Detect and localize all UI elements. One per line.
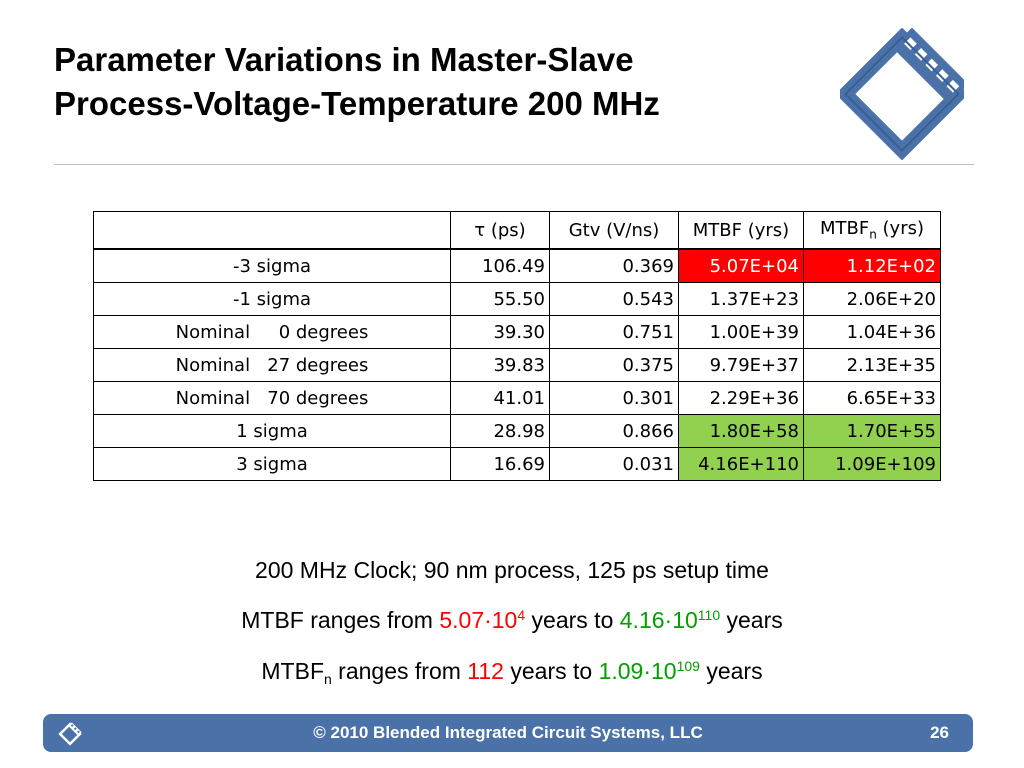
table-header-row: τ (ps) Gtv (V/ns) MTBF (yrs) MTBFn (yrs): [93, 211, 941, 250]
tau-cell: 28.98: [450, 414, 550, 448]
gtv-cell: 0.375: [549, 348, 679, 382]
mtbf-cell: 4.16E+110: [678, 447, 804, 481]
tau-cell: 55.50: [450, 282, 550, 316]
note-clock-process: 200 MHz Clock; 90 nm process, 125 ps set…: [255, 557, 769, 583]
mtbf-cell: 1.37E+23: [678, 282, 804, 316]
header-tau: τ (ps): [450, 211, 550, 250]
header-mtbfn: MTBFn (yrs): [803, 211, 941, 250]
title-divider: [54, 164, 974, 165]
film-diamond-small-icon: [58, 722, 82, 746]
mtbfn-cell: 1.04E+36: [803, 315, 941, 349]
table-row: Nominal 27 degrees 39.83 0.375 9.79E+37 …: [93, 348, 941, 382]
note-mtbf-range: MTBF ranges from 5.07·104 years to 4.16·…: [241, 607, 783, 633]
page-number: 26: [930, 723, 949, 742]
note-mtbfn-range: MTBFn ranges from 112 years to 1.09·1010…: [261, 658, 763, 687]
row-label: Nominal 27 degrees: [93, 348, 451, 382]
mtbfn-cell: 6.65E+33: [803, 381, 941, 415]
tau-cell: 39.83: [450, 348, 550, 382]
mtbfn-cell: 1.70E+55: [803, 414, 941, 448]
footer-bar: © 2010 Blended Integrated Circuit System…: [43, 714, 973, 752]
gtv-cell: 0.369: [549, 248, 679, 283]
mtbf-cell: 2.29E+36: [678, 381, 804, 415]
table-row: 3 sigma 16.69 0.031 4.16E+110 1.09E+109: [93, 447, 941, 481]
gtv-cell: 0.301: [549, 381, 679, 415]
mtbfn-cell: 1.12E+02: [803, 248, 941, 283]
gtv-cell: 0.031: [549, 447, 679, 481]
tau-cell: 16.69: [450, 447, 550, 481]
gtv-cell: 0.866: [549, 414, 679, 448]
row-label: Nominal 70 degrees: [93, 381, 451, 415]
slide-title-line-1: Parameter Variations in Master-Slave: [54, 41, 634, 78]
mtbf-min-value: 5.07·104: [439, 607, 526, 633]
table-row: -3 sigma 106.49 0.369 5.07E+04 1.12E+02: [93, 248, 941, 283]
mtbfn-cell: 2.06E+20: [803, 282, 941, 316]
slide-title-line-2: Process-Voltage-Temperature 200 MHz: [54, 85, 660, 122]
mtbf-cell: 1.80E+58: [678, 414, 804, 448]
tau-cell: 39.30: [450, 315, 550, 349]
table-row: 1 sigma 28.98 0.866 1.80E+58 1.70E+55: [93, 414, 941, 448]
row-label: -1 sigma: [93, 282, 451, 316]
mtbfn-min-value: 112: [467, 658, 504, 684]
gtv-cell: 0.751: [549, 315, 679, 349]
gtv-cell: 0.543: [549, 282, 679, 316]
mtbf-max-value: 4.16·10110: [619, 607, 721, 633]
tau-cell: 41.01: [450, 381, 550, 415]
mtbf-cell: 9.79E+37: [678, 348, 804, 382]
slide-title: Parameter Variations in Master-Slave Pro…: [54, 38, 660, 126]
header-mtbf: MTBF (yrs): [678, 211, 804, 250]
mtbf-cell: 1.00E+39: [678, 315, 804, 349]
film-diamond-logo-icon: [840, 28, 964, 160]
footer-copyright: © 2010 Blended Integrated Circuit System…: [313, 723, 703, 742]
row-label: 1 sigma: [93, 414, 451, 448]
table-body: -3 sigma 106.49 0.369 5.07E+04 1.12E+02 …: [93, 248, 941, 481]
mtbf-cell: 5.07E+04: [678, 248, 804, 283]
header-gtv: Gtv (V/ns): [549, 211, 679, 250]
mtbfn-cell: 2.13E+35: [803, 348, 941, 382]
mtbfn-cell: 1.09E+109: [803, 447, 941, 481]
table-row: Nominal 70 degrees 41.01 0.301 2.29E+36 …: [93, 381, 941, 415]
mtbfn-max-value: 1.09·10109: [598, 658, 700, 684]
row-label: -3 sigma: [93, 248, 451, 283]
tau-cell: 106.49: [450, 248, 550, 283]
table-row: -1 sigma 55.50 0.543 1.37E+23 2.06E+20: [93, 282, 941, 316]
table-row: Nominal 0 degrees 39.30 0.751 1.00E+39 1…: [93, 315, 941, 349]
pvt-results-table: τ (ps) Gtv (V/ns) MTBF (yrs) MTBFn (yrs)…: [93, 211, 941, 481]
row-label: 3 sigma: [93, 447, 451, 481]
header-label-blank: [93, 211, 451, 250]
row-label: Nominal 0 degrees: [93, 315, 451, 349]
